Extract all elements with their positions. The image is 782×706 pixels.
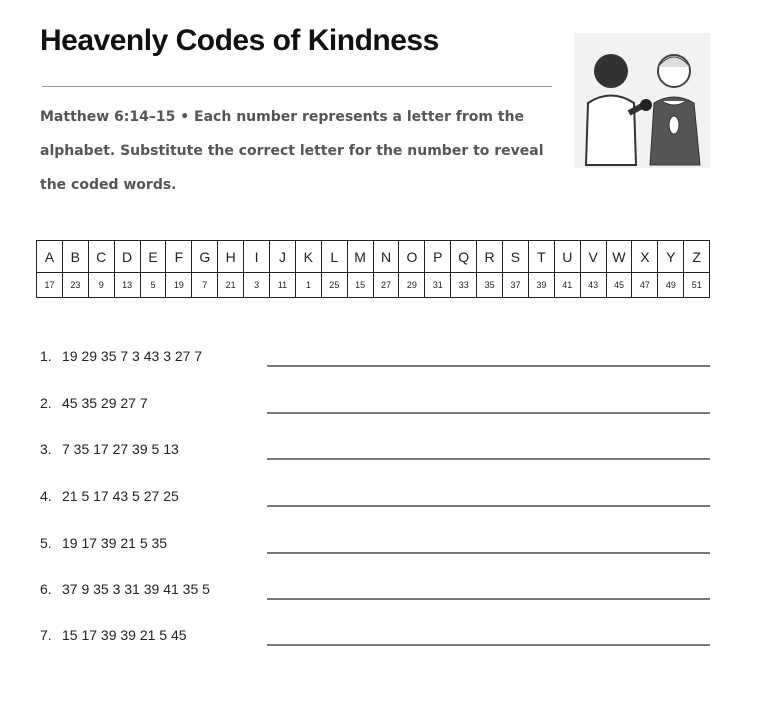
puzzle-number: 1. (40, 348, 52, 364)
key-letter: Q (450, 240, 478, 273)
key-letter: R (476, 240, 504, 273)
key-number: 37 (502, 272, 529, 298)
puzzle: 1. 19 29 35 7 3 43 3 27 7 (40, 348, 202, 364)
puzzle-code: 21 5 17 43 5 27 25 (62, 488, 179, 504)
answer-line (267, 365, 710, 367)
puzzle-number: 4. (40, 488, 52, 504)
key-number: 17 (36, 272, 63, 298)
key-letter: S (502, 240, 529, 273)
instructions: Matthew 6:14–15 • Each number represents… (40, 100, 552, 202)
key-number: 1 (294, 272, 322, 298)
key-letter: X (631, 240, 659, 273)
key-letter: L (320, 240, 348, 273)
key-letter: D (113, 240, 141, 273)
answer-line (267, 598, 710, 600)
puzzle-code: 45 35 29 27 7 (62, 395, 148, 411)
puzzle: 7. 15 17 39 39 21 5 45 (40, 627, 187, 643)
key-letter: K (294, 240, 322, 273)
key-number: 35 (476, 272, 504, 298)
puzzle-number: 7. (40, 627, 52, 643)
key-number: 49 (657, 272, 685, 298)
key-number: 45 (605, 272, 633, 298)
puzzle-number: 2. (40, 395, 52, 411)
key-number: 47 (631, 272, 659, 298)
key-number: 23 (61, 272, 89, 298)
answer-line (267, 412, 710, 414)
key-number: 11 (269, 272, 296, 298)
puzzle-code: 15 17 39 39 21 5 45 (62, 627, 187, 643)
answer-line (267, 505, 710, 507)
key-number: 31 (424, 272, 452, 298)
key-number: 5 (139, 272, 167, 298)
key-number: 33 (450, 272, 478, 298)
puzzle-number: 3. (40, 441, 52, 457)
key-letter: I (243, 240, 271, 273)
key-letter: F (165, 240, 193, 273)
key-number: 21 (217, 272, 245, 298)
puzzle-number: 5. (40, 535, 52, 551)
answer-line (267, 552, 710, 554)
answer-line (267, 458, 710, 460)
key-number: 9 (87, 272, 115, 298)
key-letter: O (398, 240, 426, 273)
key-number: 51 (683, 272, 711, 298)
puzzle-code: 7 35 17 27 39 5 13 (62, 441, 179, 457)
divider (42, 86, 552, 87)
key-letter: N (372, 240, 400, 273)
answer-line (267, 644, 710, 646)
separator: • (180, 109, 190, 125)
key-number: 7 (191, 272, 219, 298)
key-number: 29 (398, 272, 426, 298)
key-letter: A (36, 240, 63, 273)
key-letter: G (191, 240, 219, 273)
puzzle: 5. 19 17 39 21 5 35 (40, 535, 167, 551)
key-letter: P (424, 240, 452, 273)
reference: Matthew 6:14–15 (40, 109, 176, 125)
puzzle-code: 19 29 35 7 3 43 3 27 7 (62, 348, 203, 364)
title: Heavenly Codes of Kindness (40, 24, 439, 57)
puzzle-code: 37 9 35 3 31 39 41 35 5 (62, 581, 210, 597)
key-letter: Y (657, 240, 685, 273)
key-number: 43 (579, 272, 607, 298)
puzzle: 6. 37 9 35 3 31 39 41 35 5 (40, 581, 210, 597)
key-letter: M (346, 240, 374, 273)
key-number: 13 (113, 272, 141, 298)
key-number: 19 (165, 272, 193, 298)
key-letter: U (553, 240, 581, 273)
key-number: 41 (553, 272, 581, 298)
illustration (574, 33, 710, 168)
puzzle: 4. 21 5 17 43 5 27 25 (40, 488, 179, 504)
key-number: 15 (346, 272, 374, 298)
key-letter: Z (683, 240, 711, 273)
instruction-text: Each number represents a letter from the… (40, 109, 544, 193)
key-letter: T (527, 240, 555, 273)
puzzle-code: 19 17 39 21 5 35 (62, 535, 168, 551)
key-number: 25 (320, 272, 348, 298)
key-letter: H (217, 240, 245, 273)
key-letter: C (87, 240, 115, 273)
puzzle-number: 6. (40, 581, 52, 597)
key-letter: E (139, 240, 167, 273)
key-letter: J (269, 240, 296, 273)
puzzle: 2. 45 35 29 27 7 (40, 395, 148, 411)
key-number: 27 (372, 272, 400, 298)
puzzle: 3. 7 35 17 27 39 5 13 (40, 441, 179, 457)
key-letter: B (61, 240, 89, 273)
key-number: 39 (527, 272, 555, 298)
key-number: 3 (243, 272, 271, 298)
key-letter: W (605, 240, 633, 273)
key-letter: V (579, 240, 607, 273)
